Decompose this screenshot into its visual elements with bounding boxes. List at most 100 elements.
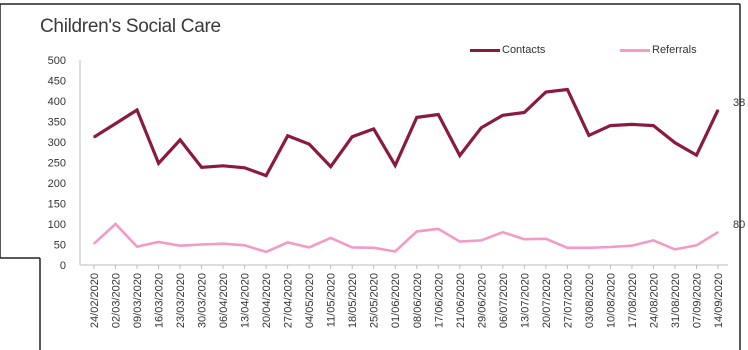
data-point-contacts	[695, 154, 698, 156]
x-tick-label: 17/06/2020	[433, 273, 445, 328]
data-point-contacts	[437, 113, 440, 116]
y-tick-label: 100	[48, 219, 66, 231]
y-tick-label: 400	[48, 96, 66, 108]
data-point-referrals	[200, 243, 203, 246]
data-point-referrals	[394, 250, 397, 253]
data-point-contacts	[265, 174, 267, 177]
end-label-referrals: 80	[733, 219, 745, 231]
data-point-contacts	[157, 162, 160, 165]
x-tick-label: 21/06/2020	[455, 273, 467, 328]
data-point-contacts	[652, 124, 655, 127]
data-point-contacts	[523, 111, 526, 114]
data-point-referrals	[372, 246, 375, 249]
data-point-contacts	[243, 167, 246, 169]
data-point-referrals	[222, 242, 224, 245]
x-tick-label: 03/08/2020	[584, 273, 596, 328]
chart-title: Children's Social Care	[40, 16, 221, 37]
x-tick-label: 11/05/2020	[326, 273, 338, 327]
legend-swatch-contacts	[470, 48, 500, 52]
data-point-contacts	[458, 154, 461, 157]
x-tick-label: 06/04/2020	[218, 273, 230, 328]
data-point-referrals	[695, 244, 698, 247]
y-tick-label: 350	[48, 117, 66, 129]
x-tick-label: 24/08/2020	[648, 273, 660, 328]
data-point-referrals	[480, 239, 483, 242]
x-tick-label: 30/03/2020	[197, 273, 209, 328]
data-point-referrals	[523, 238, 526, 240]
x-tick-label: 13/07/2020	[519, 273, 531, 328]
data-point-referrals	[717, 231, 719, 233]
x-tick-label: 17/08/2020	[627, 273, 639, 328]
x-tick-label: 16/03/2020	[154, 273, 166, 328]
data-point-contacts	[329, 165, 332, 168]
x-tick-label: 18/05/2020	[347, 273, 359, 328]
x-tick-label: 14/09/2020	[713, 273, 725, 328]
x-tick-label: 01/06/2020	[390, 273, 402, 328]
data-point-referrals	[631, 244, 633, 247]
data-point-contacts	[136, 109, 138, 111]
data-point-referrals	[502, 231, 504, 233]
data-point-referrals	[652, 239, 655, 242]
x-tick-label: 24/02/2020	[89, 273, 101, 328]
x-tick-label: 08/06/2020	[412, 273, 424, 328]
x-tick-label: 23/03/2020	[175, 273, 187, 328]
data-point-contacts	[480, 126, 483, 129]
legend-label-contacts: Contacts	[502, 44, 546, 56]
legend-item-referrals: Referrals	[620, 42, 697, 58]
data-point-referrals	[157, 241, 160, 243]
x-tick-label: 09/03/2020	[132, 273, 144, 328]
data-point-referrals	[545, 237, 547, 240]
data-point-contacts	[545, 91, 547, 93]
data-point-contacts	[394, 164, 397, 167]
data-point-referrals	[437, 228, 440, 230]
y-tick-label: 150	[48, 199, 66, 211]
x-tick-label: 27/04/2020	[283, 273, 295, 328]
data-point-referrals	[179, 244, 181, 247]
data-point-referrals	[674, 248, 676, 251]
data-point-referrals	[286, 241, 289, 244]
series-line-referrals	[93, 222, 719, 254]
data-point-contacts	[415, 116, 418, 119]
x-tick-label: 27/07/2020	[562, 273, 574, 328]
legend-swatch-referrals	[620, 48, 650, 52]
data-point-referrals	[265, 251, 267, 253]
data-point-referrals	[114, 223, 117, 225]
data-point-referrals	[136, 245, 138, 248]
series-line-contacts	[93, 87, 720, 178]
data-point-contacts	[222, 164, 224, 167]
data-point-contacts	[114, 122, 117, 125]
data-point-referrals	[566, 246, 569, 249]
y-tick-label: 50	[54, 240, 66, 252]
data-point-contacts	[372, 128, 375, 130]
x-tick-label: 25/05/2020	[369, 273, 381, 328]
data-point-referrals	[243, 244, 246, 247]
y-tick-label: 200	[48, 178, 66, 190]
y-axis: 0 50 100 150 200 250 300 350 400 450 500	[48, 55, 81, 272]
data-point-referrals	[458, 240, 461, 243]
data-point-contacts	[717, 109, 719, 111]
y-tick-label: 500	[48, 55, 66, 67]
data-point-referrals	[588, 246, 590, 249]
end-labels: 38 80	[733, 97, 745, 231]
x-axis: 24/02/2020 02/03/2020 09/03/2020 16/03/2020…	[80, 264, 728, 328]
x-tick-label: 20/04/2020	[261, 273, 273, 328]
x-tick-label: 10/08/2020	[605, 273, 617, 328]
legend-item-contacts: Contacts	[470, 42, 545, 58]
data-point-contacts	[609, 124, 612, 127]
data-point-contacts	[566, 88, 569, 91]
data-point-contacts	[200, 166, 203, 169]
data-point-contacts	[179, 139, 181, 141]
x-tick-label: 29/06/2020	[476, 273, 488, 328]
data-point-contacts	[351, 135, 354, 138]
data-point-contacts	[308, 143, 310, 145]
data-point-contacts	[286, 135, 289, 137]
y-tick-label: 300	[48, 137, 66, 149]
data-point-referrals	[308, 246, 310, 249]
legend-label-referrals: Referrals	[652, 44, 697, 56]
data-point-referrals	[609, 246, 612, 248]
data-point-contacts	[502, 114, 504, 117]
x-tick-label: 07/09/2020	[691, 273, 703, 328]
x-tick-label: 20/07/2020	[541, 273, 553, 328]
